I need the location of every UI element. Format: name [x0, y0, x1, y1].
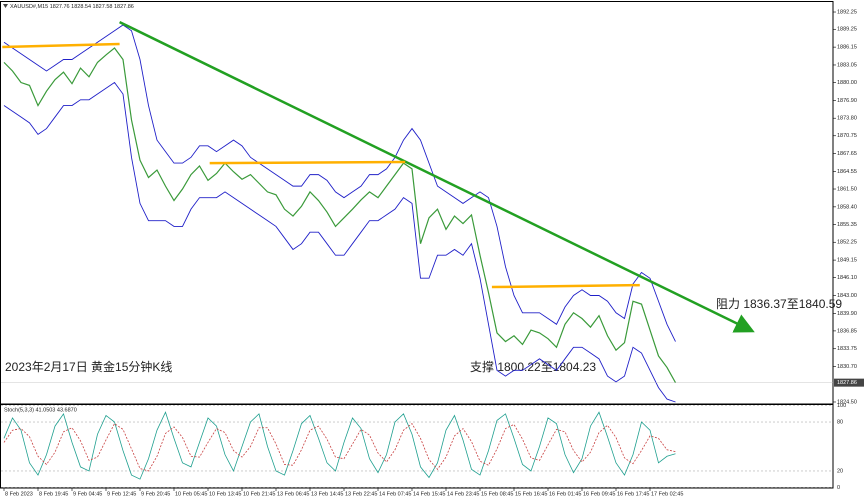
- x-tick-label: 9 Feb 20:45: [141, 491, 170, 497]
- y-tick-label: 1852.25: [837, 240, 857, 246]
- last-price-label: 1827.86: [837, 380, 857, 386]
- indicator-title: Stoch(5,3,3) 41.0503 43.6870: [4, 407, 77, 413]
- y-tick-label: 1880.00: [837, 80, 857, 86]
- x-tick-label: 8 Feb 2023: [5, 491, 33, 497]
- y-tick-label: 1892.25: [837, 9, 857, 15]
- y-tick-label: 1843.00: [837, 293, 857, 299]
- indicator-tick-label: 0: [837, 485, 840, 491]
- chart-caption: 2023年2月17日 黄金15分钟K线: [5, 359, 172, 374]
- x-tick-label: 10 Feb 05:45: [175, 491, 207, 497]
- x-tick-label: 16 Feb 17:45: [617, 491, 649, 497]
- y-tick-label: 1883.05: [837, 62, 857, 68]
- y-tick-label: 1873.80: [837, 116, 857, 122]
- x-tick-label: 15 Feb 16:45: [515, 491, 547, 497]
- indicator-panel-frame: [0, 404, 834, 489]
- price-2: [3, 81, 676, 403]
- trend-line: [209, 160, 406, 165]
- x-tick-label: 13 Feb 14:45: [311, 491, 343, 497]
- y-tick-label: 1846.10: [837, 275, 857, 281]
- x-tick-label: 9 Feb 12:45: [107, 491, 136, 497]
- x-tick-label: 10 Feb 21:45: [243, 491, 275, 497]
- stoch-1: [3, 423, 676, 472]
- y-tick-label: 1836.85: [837, 328, 857, 334]
- support-note: 支撑 1800.22至1804.23: [470, 359, 596, 374]
- y-tick-label: 1849.15: [837, 258, 857, 264]
- y-tick-label: 1858.40: [837, 204, 857, 210]
- x-tick-label: 14 Feb 07:45: [379, 491, 411, 497]
- trend-line: [491, 283, 640, 289]
- resistance-note: 阻力 1836.37至1840.59: [716, 297, 842, 311]
- y-tick-label: 1830.70: [837, 364, 857, 370]
- y-tick-label: 1861.50: [837, 186, 857, 192]
- trend-line: [2, 42, 120, 49]
- x-tick-label: 14 Feb 15:45: [413, 491, 445, 497]
- y-tick-label: 1824.50: [837, 399, 857, 405]
- y-tick-label: 1889.25: [837, 27, 857, 33]
- trend-line: [119, 20, 755, 333]
- x-tick-label: 13 Feb 22:45: [345, 491, 377, 497]
- last-price-box: [834, 378, 864, 387]
- y-tick-label: 1870.75: [837, 133, 857, 139]
- y-tick-label: 1876.90: [837, 98, 857, 104]
- y-tick-label: 1886.15: [837, 45, 857, 51]
- x-tick-label: 13 Feb 06:45: [277, 491, 309, 497]
- stoch-0: [3, 411, 676, 480]
- price-0: [3, 47, 677, 383]
- indicator-tick-label: 20: [837, 468, 843, 474]
- y-tick-label: 1855.35: [837, 222, 857, 228]
- x-tick-label: 15 Feb 08:45: [481, 491, 513, 497]
- x-tick-label: 14 Feb 23:45: [447, 491, 479, 497]
- x-tick-label: 9 Feb 04:45: [73, 491, 102, 497]
- indicator-tick-label: 100: [837, 403, 846, 409]
- y-tick-label: 1833.75: [837, 346, 857, 352]
- x-tick-label: 8 Feb 19:45: [39, 491, 68, 497]
- x-tick-label: 16 Feb 09:45: [583, 491, 615, 497]
- menu-icon: [3, 4, 8, 8]
- x-tick-label: 17 Feb 02:45: [651, 491, 683, 497]
- x-tick-label: 16 Feb 01:45: [549, 491, 581, 497]
- symbol-header: XAUUSD#,M15 1827.76 1828.54 1827.58 1827…: [10, 4, 134, 10]
- y-tick-label: 1864.55: [837, 169, 857, 175]
- x-tick-label: 10 Feb 13:45: [209, 491, 241, 497]
- y-tick-label: 1867.65: [837, 151, 857, 157]
- price-1: [3, 24, 676, 342]
- y-tick-label: 1839.90: [837, 311, 857, 317]
- indicator-tick-label: 80: [837, 419, 843, 425]
